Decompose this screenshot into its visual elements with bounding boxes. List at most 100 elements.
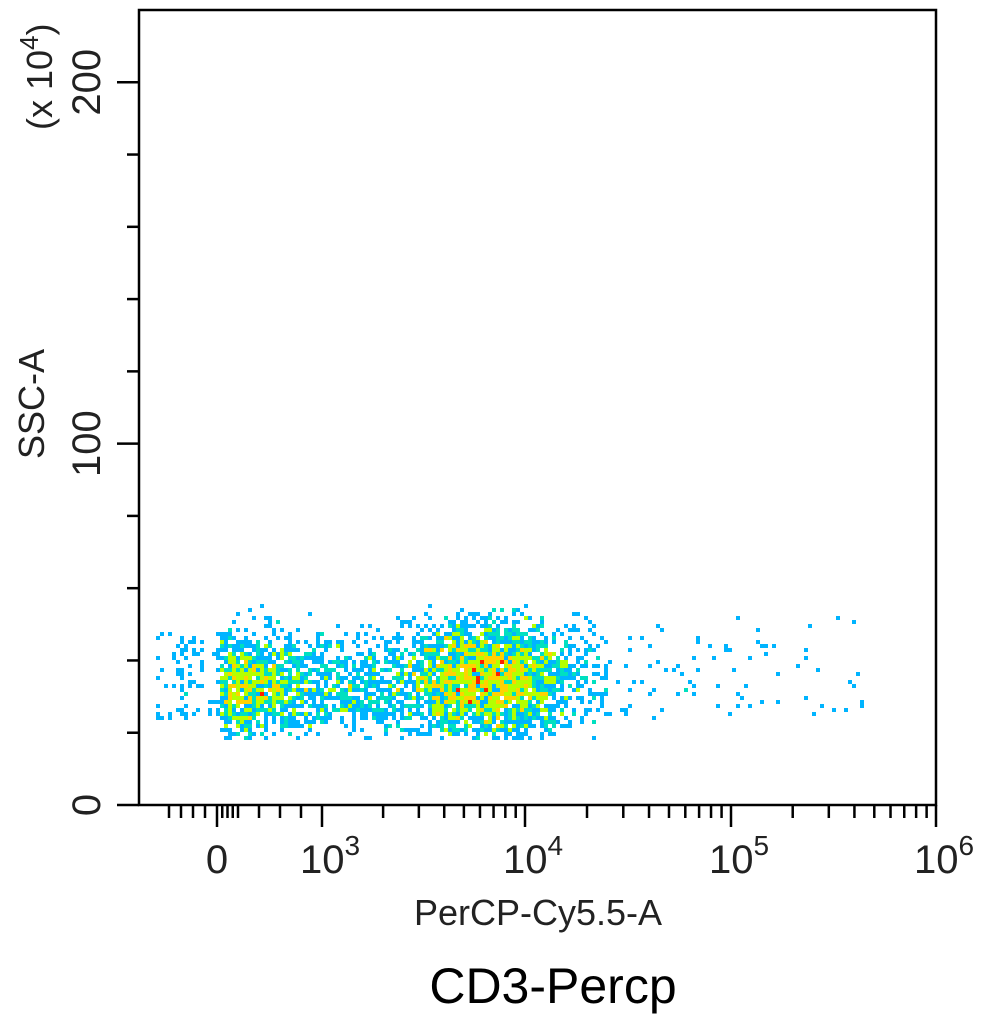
data-point <box>560 712 564 716</box>
data-point <box>280 652 284 656</box>
data-point <box>196 652 200 656</box>
data-point <box>436 640 440 644</box>
data-point <box>508 716 512 720</box>
data-point <box>360 660 364 664</box>
data-point <box>588 688 592 692</box>
data-point <box>444 696 448 700</box>
data-point <box>304 656 308 660</box>
data-point <box>432 708 436 712</box>
data-point <box>180 652 184 656</box>
data-point <box>376 704 380 708</box>
data-point <box>220 664 224 668</box>
data-point <box>452 692 456 696</box>
data-point <box>344 708 348 712</box>
data-point <box>596 708 600 712</box>
data-point <box>472 660 476 664</box>
data-point <box>316 632 320 636</box>
data-point <box>436 700 440 704</box>
data-point <box>512 696 516 700</box>
data-point <box>248 644 252 648</box>
data-point <box>188 640 192 644</box>
data-point <box>460 664 464 668</box>
data-point <box>472 736 476 740</box>
data-point <box>388 696 392 700</box>
data-point <box>356 684 360 688</box>
data-point <box>524 604 528 608</box>
data-point <box>808 624 812 628</box>
data-point <box>228 704 232 708</box>
data-point <box>524 664 528 668</box>
data-point <box>572 708 576 712</box>
data-point <box>536 704 540 708</box>
data-point <box>444 636 448 640</box>
data-point <box>260 684 264 688</box>
data-point <box>332 704 336 708</box>
data-point <box>544 648 548 652</box>
data-point <box>540 724 544 728</box>
data-point <box>300 660 304 664</box>
data-point <box>444 704 448 708</box>
data-point <box>436 724 440 728</box>
data-point <box>424 716 428 720</box>
data-point <box>488 692 492 696</box>
data-point <box>256 664 260 668</box>
data-point <box>284 648 288 652</box>
data-point <box>564 640 568 644</box>
data-point <box>280 712 284 716</box>
data-point <box>452 636 456 640</box>
data-point <box>312 668 316 672</box>
data-point <box>520 652 524 656</box>
data-point <box>396 648 400 652</box>
data-point <box>440 712 444 716</box>
data-point <box>492 680 496 684</box>
data-point <box>528 680 532 684</box>
data-point <box>336 660 340 664</box>
data-point <box>640 680 644 684</box>
data-point <box>464 628 468 632</box>
data-point <box>460 704 464 708</box>
data-point <box>528 716 532 720</box>
data-point <box>460 644 464 648</box>
data-point <box>240 656 244 660</box>
data-point <box>484 640 488 644</box>
data-point <box>424 656 428 660</box>
data-point <box>408 620 412 624</box>
data-point <box>480 676 484 680</box>
data-point <box>436 648 440 652</box>
data-point <box>364 632 368 636</box>
data-point <box>524 652 528 656</box>
data-point <box>496 676 500 680</box>
data-point <box>572 676 576 680</box>
data-point <box>368 648 372 652</box>
data-point <box>512 708 516 712</box>
data-point <box>264 700 268 704</box>
data-point <box>576 656 580 660</box>
data-point <box>156 656 160 660</box>
data-point <box>528 724 532 728</box>
data-point <box>356 652 360 656</box>
data-point <box>392 692 396 696</box>
data-point <box>520 712 524 716</box>
data-point <box>252 716 256 720</box>
data-point <box>468 668 472 672</box>
data-point <box>416 700 420 704</box>
data-point <box>372 660 376 664</box>
data-point <box>372 684 376 688</box>
data-point <box>396 720 400 724</box>
data-point <box>480 616 484 620</box>
data-point <box>300 704 304 708</box>
data-point <box>440 688 444 692</box>
data-point <box>532 664 536 668</box>
data-point <box>440 696 444 700</box>
data-point <box>208 700 212 704</box>
data-point <box>560 680 564 684</box>
data-point <box>252 732 256 736</box>
chart-title: CD3-Percp <box>429 958 676 1014</box>
data-point <box>184 692 188 696</box>
data-point <box>264 656 268 660</box>
data-point <box>256 644 260 648</box>
data-point <box>216 680 220 684</box>
data-point <box>228 652 232 656</box>
data-point <box>308 696 312 700</box>
data-point <box>592 632 596 636</box>
